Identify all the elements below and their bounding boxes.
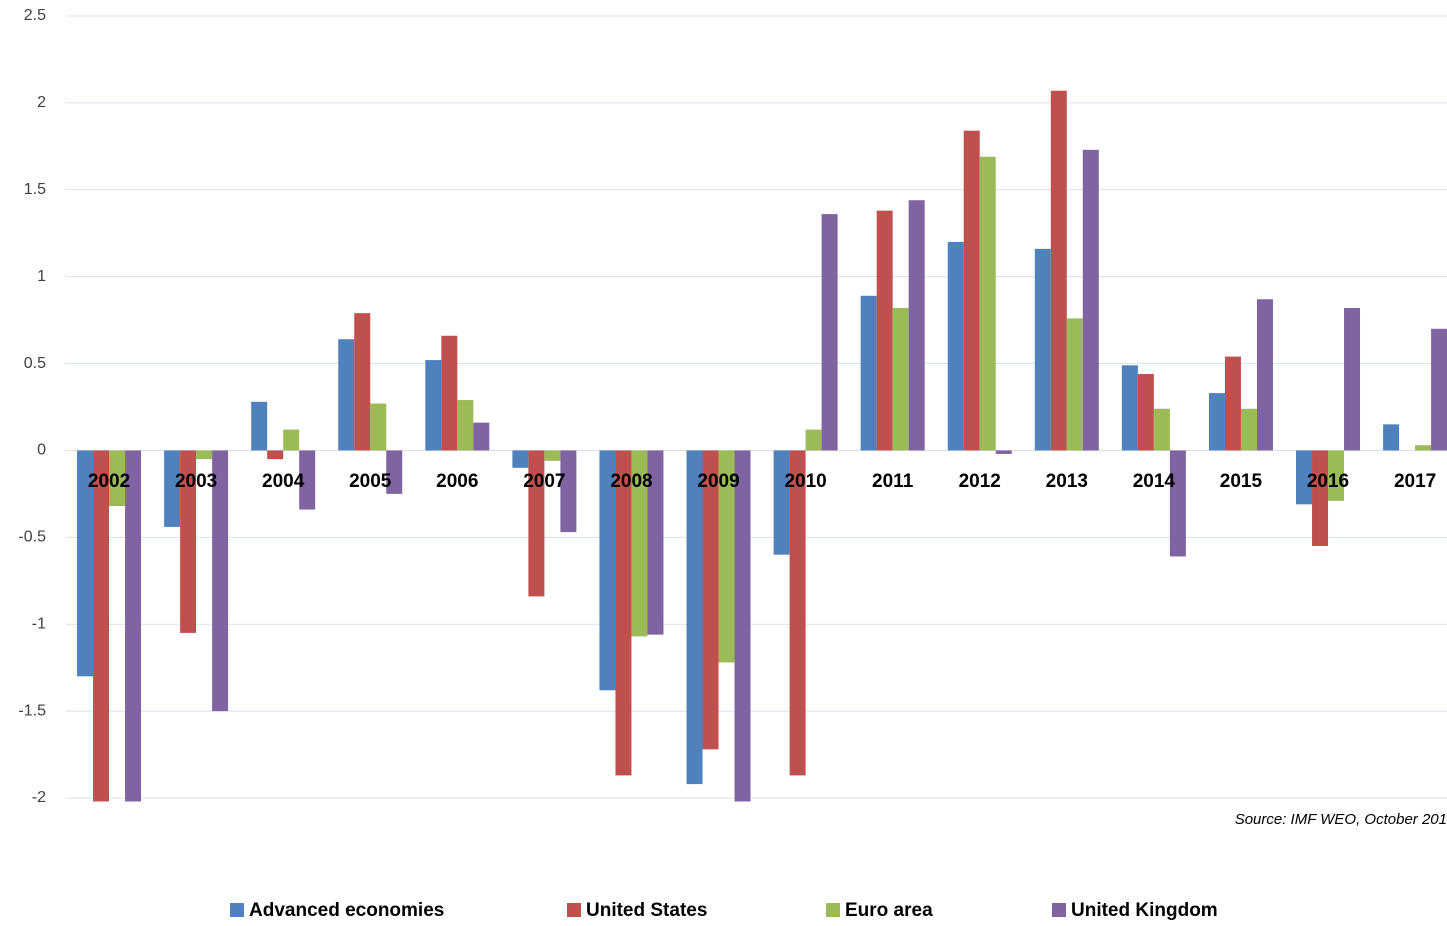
bar [1208, 393, 1225, 451]
bar [338, 339, 355, 451]
y-tick-label: -2 [32, 789, 46, 806]
bar [544, 450, 561, 461]
bar [267, 450, 284, 460]
x-tick-label: 2007 [523, 471, 565, 492]
y-tick-label: 1 [37, 268, 46, 285]
x-tick-label: 2009 [697, 471, 739, 492]
bar [109, 450, 126, 507]
y-tick-label: 0 [37, 442, 46, 459]
bar [615, 450, 632, 776]
bar [1415, 445, 1432, 451]
bar [196, 450, 213, 460]
x-tick-label: 2003 [175, 471, 217, 492]
legend-label: United States [586, 900, 707, 921]
bar [1137, 373, 1154, 451]
bar [180, 450, 197, 633]
bar [876, 210, 893, 451]
y-tick-label: 2.5 [24, 7, 46, 24]
bar [1344, 307, 1361, 451]
x-tick-label: 2008 [610, 471, 652, 492]
bar [1224, 356, 1241, 451]
bar [979, 156, 996, 451]
bar [164, 450, 181, 527]
bar [821, 214, 838, 451]
bar [963, 130, 980, 451]
bar [386, 450, 403, 494]
x-tick-label: 2012 [959, 471, 1001, 492]
x-tick-label: 2002 [88, 471, 130, 492]
bar [560, 450, 577, 533]
x-tick-label: 2004 [262, 471, 305, 492]
bar [125, 450, 142, 802]
bar [1066, 318, 1083, 451]
bar [212, 450, 229, 712]
y-tick-label: 1.5 [24, 181, 46, 198]
bar [1153, 408, 1170, 451]
bar [1328, 450, 1345, 501]
legend-swatch [230, 903, 244, 917]
bar [299, 450, 316, 510]
bar [1240, 408, 1257, 451]
bar [631, 450, 648, 637]
legend-swatch [1052, 903, 1066, 917]
y-tick-label: -0.5 [18, 529, 46, 546]
x-tick-label: 2017 [1394, 471, 1436, 492]
legend-label: United Kingdom [1071, 900, 1218, 921]
legend-swatch [567, 903, 581, 917]
bar [251, 401, 268, 451]
bar [512, 450, 529, 468]
x-tick-label: 2014 [1133, 471, 1176, 492]
x-tick-label: 2006 [436, 471, 478, 492]
bar [773, 450, 790, 555]
bar [1169, 450, 1186, 557]
bar [1312, 450, 1329, 547]
bar [1256, 299, 1273, 451]
bar [354, 313, 371, 451]
bar [1034, 248, 1051, 451]
legend-label: Advanced economies [249, 900, 444, 921]
x-tick-label: 2013 [1046, 471, 1088, 492]
bar [93, 450, 110, 802]
bar [473, 422, 490, 451]
x-tick-label: 2015 [1220, 471, 1263, 492]
x-tick-label: 2011 [872, 471, 914, 492]
bar [860, 295, 877, 451]
bar [892, 307, 909, 451]
bar [77, 450, 94, 677]
bar [734, 450, 751, 802]
y-tick-label: 0.5 [24, 355, 46, 372]
source-note: Source: IMF WEO, October 201 [1235, 811, 1447, 828]
bar [718, 450, 735, 663]
bar [599, 450, 616, 691]
y-tick-label: 2 [37, 94, 46, 111]
bar [789, 450, 806, 776]
bar [1050, 90, 1067, 451]
bar [1431, 328, 1447, 451]
bar [370, 403, 387, 451]
legend-label: Euro area [845, 900, 933, 921]
bar [441, 335, 458, 451]
bar [805, 429, 822, 451]
y-tick-label: -1.5 [18, 702, 46, 719]
bar [647, 450, 664, 635]
bar [1082, 149, 1099, 451]
bar [947, 241, 964, 451]
bar [528, 450, 545, 597]
bar [1383, 424, 1400, 451]
bar [995, 450, 1012, 454]
bar [1296, 450, 1313, 505]
bar [686, 450, 703, 785]
bar [1121, 365, 1138, 451]
x-tick-label: 2016 [1307, 471, 1349, 492]
y-tick-label: -1 [32, 615, 46, 632]
legend-swatch [826, 903, 840, 917]
x-tick-label: 2010 [784, 471, 826, 492]
x-tick-label: 2005 [349, 471, 392, 492]
bar [457, 400, 474, 451]
bar [425, 360, 442, 451]
bar [702, 450, 719, 750]
bar [908, 200, 925, 451]
bar [283, 429, 300, 451]
